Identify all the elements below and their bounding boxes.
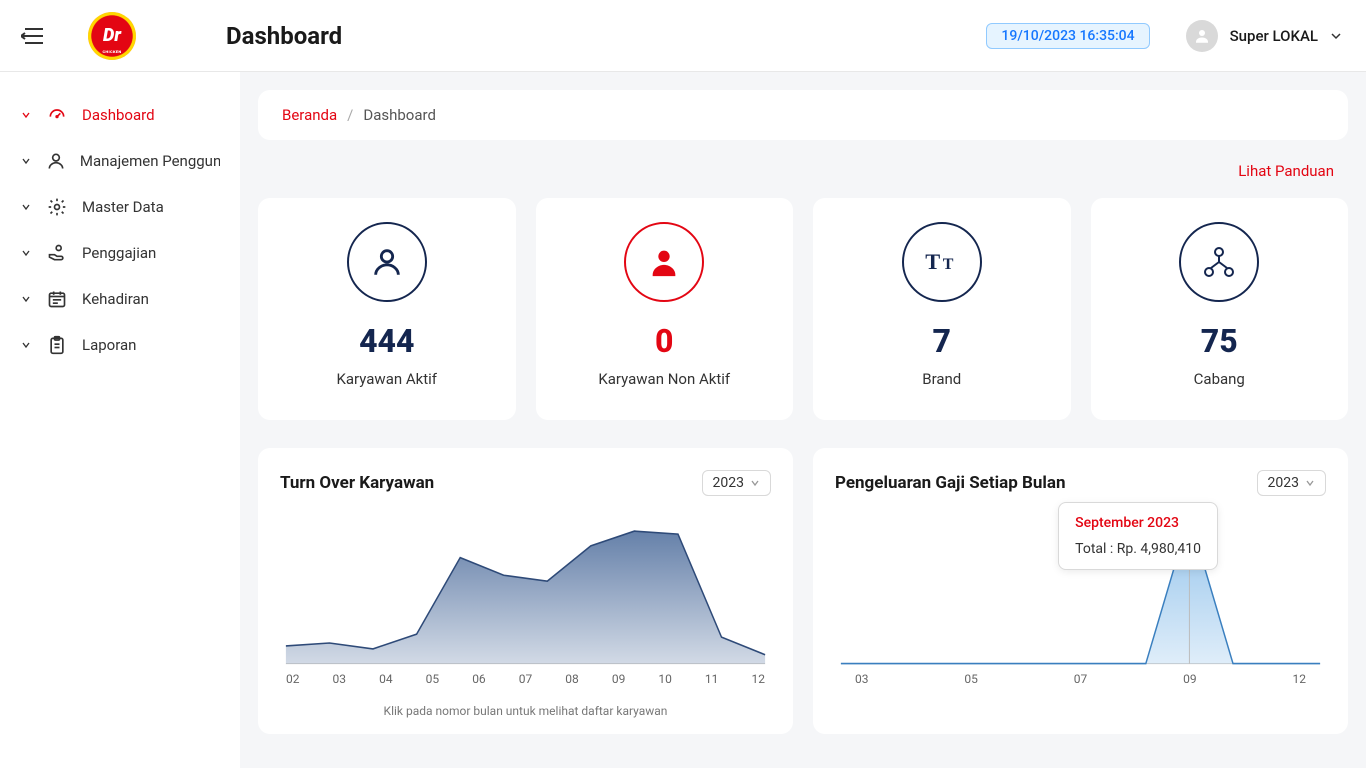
sidebar-item-label: Master Data [82, 198, 164, 216]
svg-text:T: T [925, 249, 940, 274]
chevron-down-icon [20, 110, 32, 120]
x-tick[interactable]: 02 [286, 672, 300, 686]
turnover-x-axis: 02 03 04 05 06 07 08 09 10 11 12 [280, 670, 771, 686]
gauge-icon [46, 104, 68, 126]
sidebar-item-label: Kehadiran [82, 290, 149, 308]
stat-card-karyawan-aktif[interactable]: 444 Karyawan Aktif [258, 198, 516, 420]
charts-row: Turn Over Karyawan 2023 02 03 04 05 06 07 08 09… [258, 448, 1348, 734]
chevron-down-icon [20, 340, 32, 350]
salary-x-axis: 03 05 07 09 12 [835, 670, 1326, 686]
x-tick[interactable]: 07 [1074, 672, 1088, 686]
x-tick[interactable]: 11 [705, 672, 719, 686]
stat-card-karyawan-non-aktif[interactable]: 0 Karyawan Non Aktif [536, 198, 794, 420]
salary-chart[interactable] [835, 510, 1326, 670]
turnover-chart-card: Turn Over Karyawan 2023 02 03 04 05 06 07 08 09… [258, 448, 793, 734]
menu-toggle[interactable] [16, 20, 48, 52]
menu-toggle-icon [21, 27, 43, 45]
page-title: Dashboard [226, 22, 342, 50]
chevron-down-icon [20, 294, 32, 304]
sidebar-item-master-data[interactable]: Master Data [0, 184, 240, 230]
chevron-down-icon [1330, 30, 1342, 42]
x-tick[interactable]: 08 [565, 672, 579, 686]
x-tick[interactable]: 03 [333, 672, 347, 686]
x-tick[interactable]: 10 [658, 672, 672, 686]
user-name: Super LOKAL [1230, 27, 1318, 45]
stat-value: 0 [655, 322, 673, 360]
turnover-chart[interactable] [280, 510, 771, 670]
x-tick[interactable]: 04 [379, 672, 393, 686]
stat-value: 75 [1201, 322, 1238, 360]
sidebar: Dashboard Manajemen Pengguna Master Data Pe… [0, 72, 240, 768]
chevron-down-icon [20, 248, 32, 258]
avatar-icon [1193, 27, 1211, 45]
stats-row: 444 Karyawan Aktif 0 Karyawan Non Aktif TT 7 B… [258, 198, 1348, 420]
sidebar-item-laporan[interactable]: Laporan [0, 322, 240, 368]
calendar-icon [46, 288, 68, 310]
branch-icon [1179, 222, 1259, 302]
stat-label: Brand [922, 370, 961, 388]
user-icon [45, 150, 66, 172]
stat-value: 444 [359, 322, 414, 360]
stat-value: 7 [933, 322, 951, 360]
sidebar-item-label: Laporan [82, 336, 136, 354]
stat-label: Karyawan Non Aktif [598, 370, 730, 388]
main-content: Beranda / Dashboard Lihat Panduan 444 Kar… [240, 72, 1366, 768]
datetime-badge: 19/10/2023 16:35:04 [986, 23, 1149, 49]
turnover-year-select[interactable]: 2023 [702, 470, 771, 496]
sidebar-item-manajemen-pengguna[interactable]: Manajemen Pengguna [0, 138, 240, 184]
gear-icon [46, 196, 68, 218]
breadcrumb-sep: / [347, 106, 353, 124]
turnover-chart-footer: Klik pada nomor bulan untuk melihat daft… [280, 704, 771, 718]
turnover-year-value: 2023 [713, 475, 744, 491]
breadcrumb: Beranda / Dashboard [258, 90, 1348, 140]
salary-year-select[interactable]: 2023 [1257, 470, 1326, 496]
stat-label: Cabang [1194, 370, 1245, 388]
x-tick[interactable]: 12 [1293, 672, 1307, 686]
turnover-chart-title: Turn Over Karyawan [280, 473, 434, 493]
brand-logo[interactable]: Dr [88, 12, 136, 60]
chevron-down-icon [20, 156, 31, 166]
x-tick[interactable]: 05 [964, 672, 978, 686]
chevron-down-icon [750, 478, 760, 488]
x-tick[interactable]: 03 [855, 672, 869, 686]
x-tick[interactable]: 09 [612, 672, 626, 686]
x-tick[interactable]: 07 [519, 672, 533, 686]
sidebar-item-dashboard[interactable]: Dashboard [0, 92, 240, 138]
chevron-down-icon [20, 202, 32, 212]
sidebar-item-penggajian[interactable]: Penggajian [0, 230, 240, 276]
salary-chart-title: Pengeluaran Gaji Setiap Bulan [835, 473, 1066, 493]
stat-label: Karyawan Aktif [336, 370, 437, 388]
svg-text:T: T [943, 256, 954, 273]
x-tick[interactable]: 12 [751, 672, 765, 686]
user-menu[interactable]: Super LOKAL [1186, 20, 1342, 52]
stat-card-cabang[interactable]: 75 Cabang [1091, 198, 1349, 420]
sidebar-item-label: Manajemen Pengguna [80, 152, 220, 170]
guide-link[interactable]: Lihat Panduan [1238, 162, 1334, 180]
header: Dr Dashboard 19/10/2023 16:35:04 Super L… [0, 0, 1366, 72]
x-tick[interactable]: 06 [472, 672, 486, 686]
clipboard-icon [46, 334, 68, 356]
salary-chart-card: Pengeluaran Gaji Setiap Bulan 2023 03050… [813, 448, 1348, 734]
person-fill-icon [624, 222, 704, 302]
x-tick[interactable]: 05 [426, 672, 440, 686]
breadcrumb-home[interactable]: Beranda [282, 106, 337, 124]
hand-coin-icon [46, 242, 68, 264]
person-icon [347, 222, 427, 302]
avatar [1186, 20, 1218, 52]
sidebar-item-kehadiran[interactable]: Kehadiran [0, 276, 240, 322]
sidebar-item-label: Dashboard [82, 106, 155, 124]
chevron-down-icon [1305, 478, 1315, 488]
salary-year-value: 2023 [1268, 475, 1299, 491]
breadcrumb-current: Dashboard [363, 106, 436, 124]
tt-icon: TT [902, 222, 982, 302]
x-tick[interactable]: 09 [1183, 672, 1197, 686]
stat-card-brand[interactable]: TT 7 Brand [813, 198, 1071, 420]
sidebar-item-label: Penggajian [82, 244, 156, 262]
